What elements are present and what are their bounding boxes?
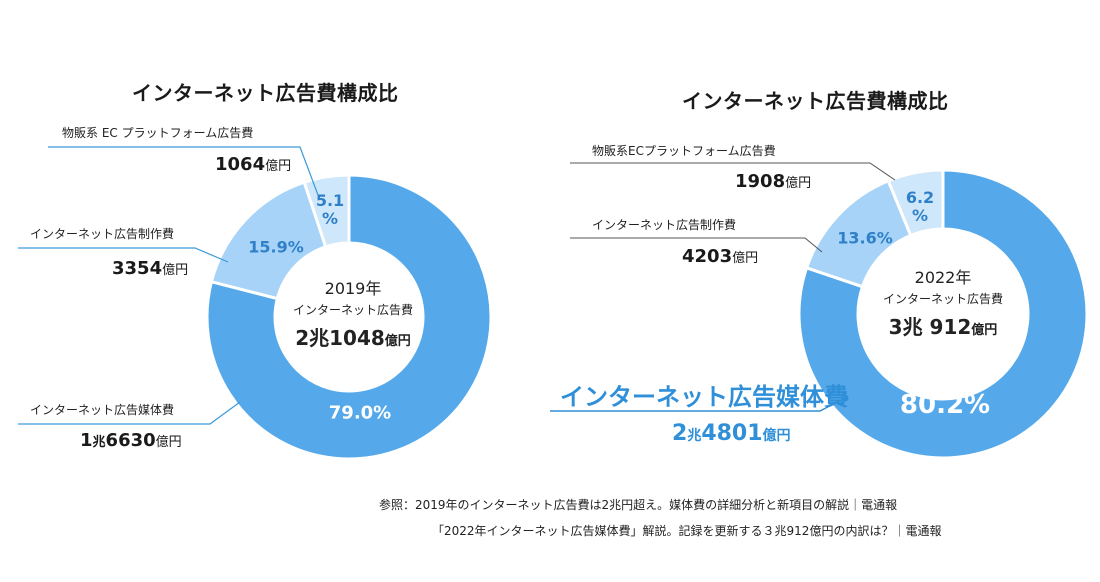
center-label-2022: インターネット広告費 <box>882 292 1004 306</box>
center-label-2019: インターネット広告費 <box>292 303 414 317</box>
pct-ec-2022-b: % <box>911 206 929 225</box>
source-link-2022[interactable]: 「2022年インターネット広告媒体費」解説。記録を更新する３兆912億円の内訳は… <box>432 524 942 538</box>
source-notes: 参照：2019年のインターネット広告費は2兆円超え。媒体費の詳細分析と新項目の解… <box>0 490 1100 560</box>
chart-title-2022: インターネット広告費構成比 <box>682 89 949 113</box>
pct-ec-2019-a: 5.1 <box>315 191 345 210</box>
pct-label-production-2019: 15.9% <box>248 237 304 257</box>
media-label-2022: インターネット広告媒体費 <box>560 383 848 411</box>
pct-label-ec-2022: 6.2% <box>906 189 934 225</box>
media-amount-2022: 2兆4801億円 <box>672 421 791 446</box>
pct-label-media-2019: 79.0% <box>328 402 392 424</box>
chart-2019-panel: インターネット広告費構成比 物販系 EC プラットフォーム広告費 1064億円 … <box>0 0 550 472</box>
production-label-2019: インターネット広告制作費 <box>30 227 175 241</box>
center-amount-2022: 3兆 912億円 <box>888 315 998 339</box>
pct-label-production-2022: 13.6% <box>837 228 893 248</box>
media-label-2019: インターネット広告媒体費 <box>30 403 175 417</box>
production-amount-2019: 3354億円 <box>112 258 189 279</box>
production-amount-2022: 4203億円 <box>682 246 759 267</box>
chart-title-2019: インターネット広告費構成比 <box>132 81 399 105</box>
leader-line-media-2022-dot <box>841 394 849 402</box>
leader-line-ec-2019 <box>48 146 319 196</box>
center-year-2019: 2019年 <box>324 279 382 298</box>
center-year-2022: 2022年 <box>914 268 972 287</box>
leader-line-media-2019 <box>18 401 241 425</box>
ec-amount-2019: 1064億円 <box>215 154 292 175</box>
slice-ec-2019 <box>302 173 351 249</box>
leader-line-ec-2022 <box>570 162 896 181</box>
slice-ec-2022 <box>886 168 945 238</box>
pct-ec-2019-b: % <box>321 209 339 228</box>
media-amount-2019: 1兆6630億円 <box>80 430 182 451</box>
pct-ec-2022-a: 6.2 <box>905 188 935 207</box>
pct-label-ec-2019: 5.1% <box>316 192 344 228</box>
leader-line-media-2022 <box>550 397 846 412</box>
slice-media-2019 <box>205 173 493 461</box>
source-link-2019[interactable]: 参照：2019年のインターネット広告費は2兆円超え。媒体費の詳細分析と新項目の解… <box>379 498 898 512</box>
center-summary-2019: 2019年 インターネット広告費 2兆1048億円 <box>293 275 413 351</box>
center-summary-2022: 2022年 インターネット広告費 3兆 912億円 <box>883 264 1003 340</box>
ec-amount-2022: 1908億円 <box>735 171 812 192</box>
ec-label-2019: 物販系 EC プラットフォーム広告費 <box>62 126 254 140</box>
ec-label-2022: 物販系ECプラットフォーム広告費 <box>592 144 776 158</box>
leader-line-production-2019 <box>18 247 229 263</box>
donut-chart-2019 <box>18 146 493 461</box>
production-label-2022: インターネット広告制作費 <box>592 218 737 232</box>
donut-chart-2022 <box>550 162 1089 460</box>
leader-line-production-2022 <box>570 237 823 253</box>
slice-media-2022 <box>797 168 1089 460</box>
chart-2022-panel: インターネット広告費構成比 物販系ECプラットフォーム広告費 1908億円 イン… <box>550 0 1100 472</box>
center-amount-2019: 2兆1048億円 <box>295 326 411 350</box>
pct-label-media-2022: 80.2% <box>899 390 991 420</box>
